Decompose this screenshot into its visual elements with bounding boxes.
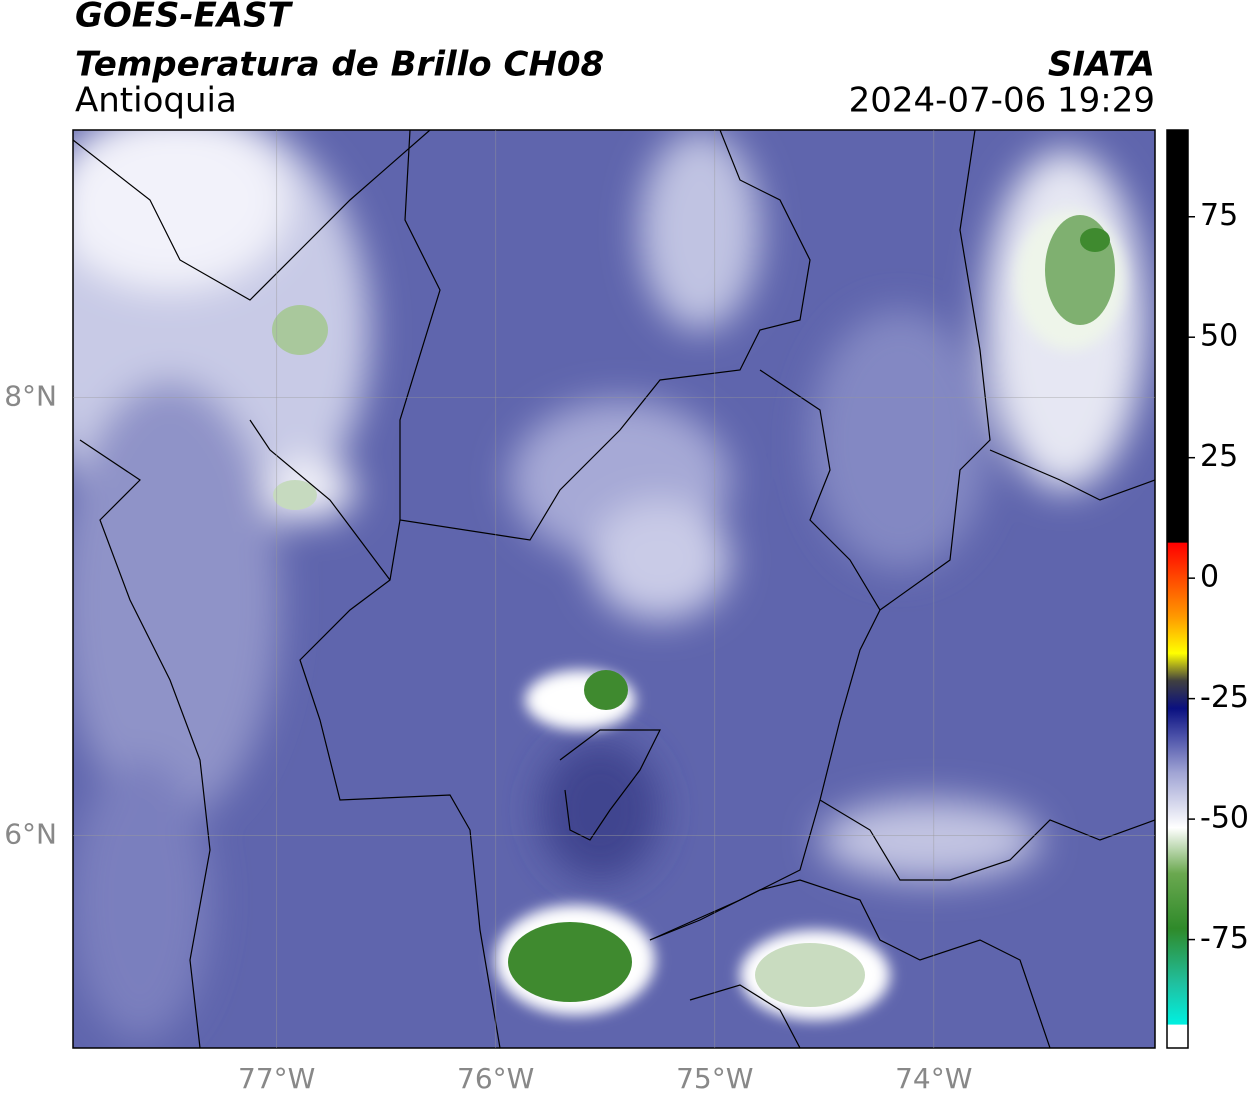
- colorbar-tick-label: 25: [1200, 439, 1238, 474]
- x-tick-label: 77°W: [238, 1062, 315, 1095]
- colorbar-tick-label: 50: [1200, 319, 1238, 354]
- x-tick-label: 76°W: [457, 1062, 534, 1095]
- y-tick-label: 6°N: [4, 817, 57, 850]
- colorbar-tick-label: 0: [1200, 560, 1219, 595]
- colorbar-tick-label: -75: [1200, 921, 1249, 956]
- x-tick-label: 74°W: [895, 1062, 972, 1095]
- colorbar-tick-label: 75: [1200, 198, 1238, 233]
- satellite-image: [73, 130, 1155, 1048]
- source: SIATA: [1048, 45, 1155, 85]
- colorbar-tick-label: -50: [1200, 801, 1249, 836]
- y-tick-label: 8°N: [4, 379, 57, 412]
- colorbar-tick-label: -25: [1200, 680, 1249, 715]
- title: GOES-EAST: [75, 0, 294, 36]
- x-tick-label: 75°W: [676, 1062, 753, 1095]
- map-frame: [72, 129, 1156, 1049]
- region: Antioquia: [75, 81, 237, 121]
- datetime: 2024-07-06 19:29: [849, 81, 1155, 121]
- colorbar: [1166, 129, 1189, 1049]
- subtitle: Temperatura de Brillo CH08: [75, 45, 604, 85]
